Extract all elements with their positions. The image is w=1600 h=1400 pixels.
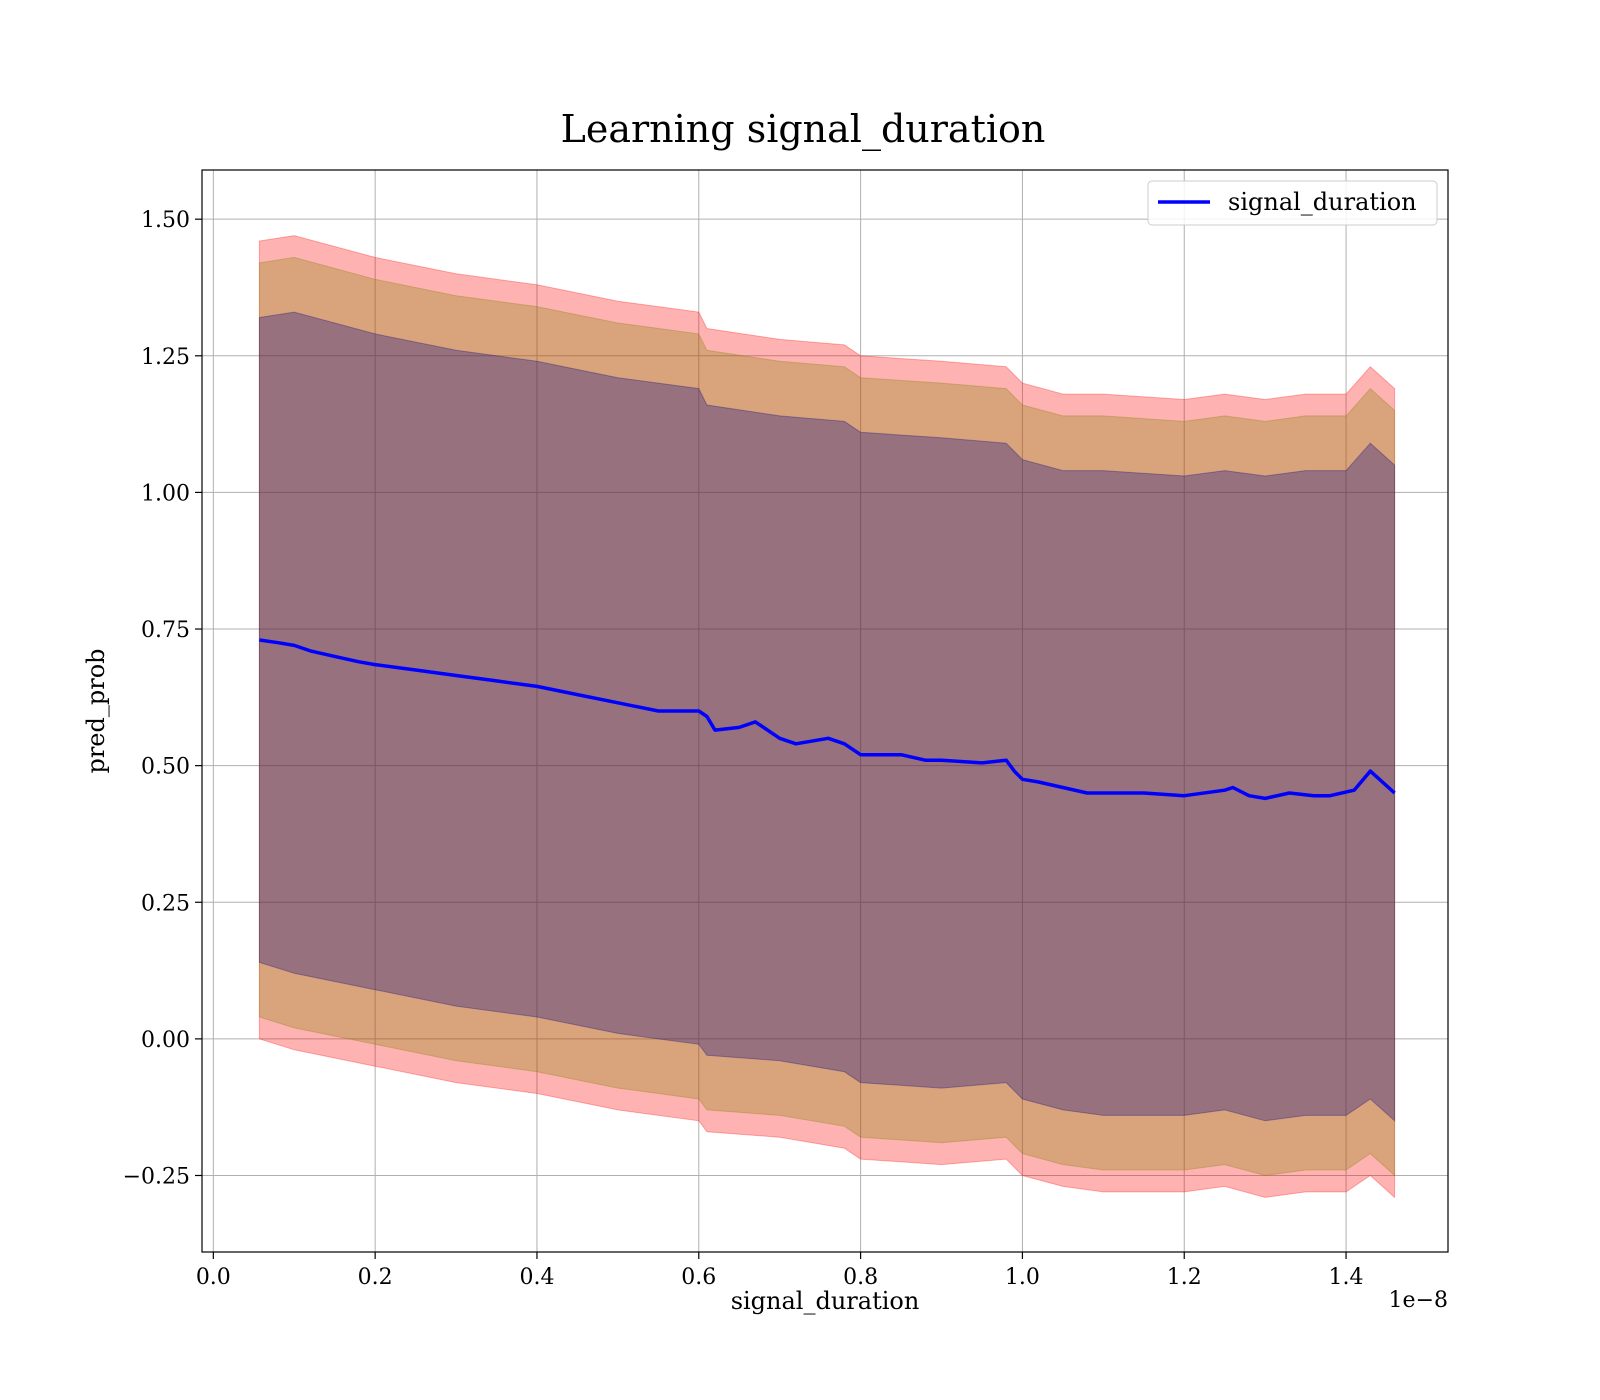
x-tick-label: 1.0 (1005, 1265, 1040, 1290)
x-axis-offset-label: 1e−8 (1389, 1288, 1448, 1313)
y-tick-label: −0.25 (123, 1164, 190, 1189)
x-tick-label: 0.4 (519, 1265, 554, 1290)
y-tick-label: 0.50 (141, 755, 190, 780)
y-tick-label: 0.00 (141, 1028, 190, 1053)
y-tick-label: 0.25 (141, 891, 190, 916)
x-tick-label: 1.4 (1329, 1265, 1364, 1290)
x-tick-label: 0.2 (358, 1265, 393, 1290)
series-line-signal-duration (259, 638, 1396, 801)
y-tick-label: 1.25 (141, 345, 190, 370)
confidence-band-middle (258, 256, 1396, 1177)
series-lines (259, 638, 1396, 801)
legend-box (1147, 180, 1438, 226)
plot-background (202, 170, 1448, 1252)
y-tick-label: 1.50 (141, 208, 190, 233)
chart-title: Learning signal_duration (561, 107, 1046, 152)
x-axis: 0.0 0.2 0.4 0.6 0.8 1.0 1.2 1.4 (196, 1252, 1364, 1290)
plot-area (201, 169, 1449, 1253)
y-axis-label: pred_prob (82, 648, 110, 773)
confidence-band-inner (258, 311, 1396, 1122)
x-tick-label: 1.2 (1167, 1265, 1202, 1290)
legend: signal_duration (1147, 180, 1438, 226)
legend-label-signal-duration: signal_duration (1228, 188, 1417, 216)
y-tick-label: 0.75 (141, 618, 190, 643)
x-tick-label: 0.0 (196, 1265, 231, 1290)
confidence-band-outer (258, 235, 1396, 1199)
x-axis-label: signal_duration (731, 1287, 920, 1315)
y-axis: −0.25 0.00 0.25 0.50 0.75 1.00 1.25 1.50 (123, 208, 202, 1189)
confidence-bands (258, 235, 1396, 1199)
plot-frame (201, 169, 1449, 1253)
x-tick-label: 0.6 (681, 1265, 716, 1290)
y-tick-label: 1.00 (141, 481, 190, 506)
x-tick-label: 0.8 (843, 1265, 878, 1290)
